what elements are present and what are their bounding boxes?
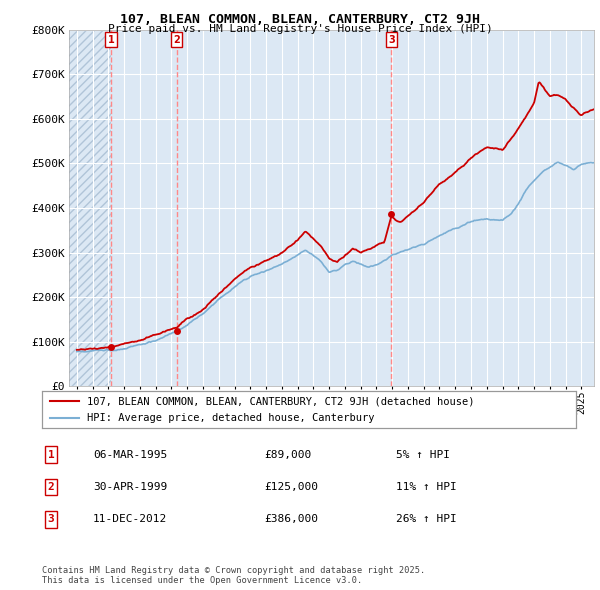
Text: 5% ↑ HPI: 5% ↑ HPI [396,450,450,460]
Text: 26% ↑ HPI: 26% ↑ HPI [396,514,457,525]
Text: 107, BLEAN COMMON, BLEAN, CANTERBURY, CT2 9JH (detached house): 107, BLEAN COMMON, BLEAN, CANTERBURY, CT… [88,396,475,406]
Text: 2: 2 [173,35,180,45]
Text: 11% ↑ HPI: 11% ↑ HPI [396,482,457,492]
Text: Price paid vs. HM Land Registry's House Price Index (HPI): Price paid vs. HM Land Registry's House … [107,24,493,34]
Text: 06-MAR-1995: 06-MAR-1995 [93,450,167,460]
Bar [69,30,111,386]
Text: 3: 3 [388,35,395,45]
Text: 107, BLEAN COMMON, BLEAN, CANTERBURY, CT2 9JH: 107, BLEAN COMMON, BLEAN, CANTERBURY, CT… [120,13,480,26]
Text: HPI: Average price, detached house, Canterbury: HPI: Average price, detached house, Cant… [88,413,375,423]
Text: £89,000: £89,000 [264,450,311,460]
Text: £125,000: £125,000 [264,482,318,492]
Text: 2: 2 [47,482,55,492]
Text: 11-DEC-2012: 11-DEC-2012 [93,514,167,525]
Text: 1: 1 [47,450,55,460]
Text: £386,000: £386,000 [264,514,318,525]
Text: 1: 1 [108,35,115,45]
Text: Contains HM Land Registry data © Crown copyright and database right 2025.
This d: Contains HM Land Registry data © Crown c… [42,566,425,585]
Text: 3: 3 [47,514,55,525]
Text: 30-APR-1999: 30-APR-1999 [93,482,167,492]
